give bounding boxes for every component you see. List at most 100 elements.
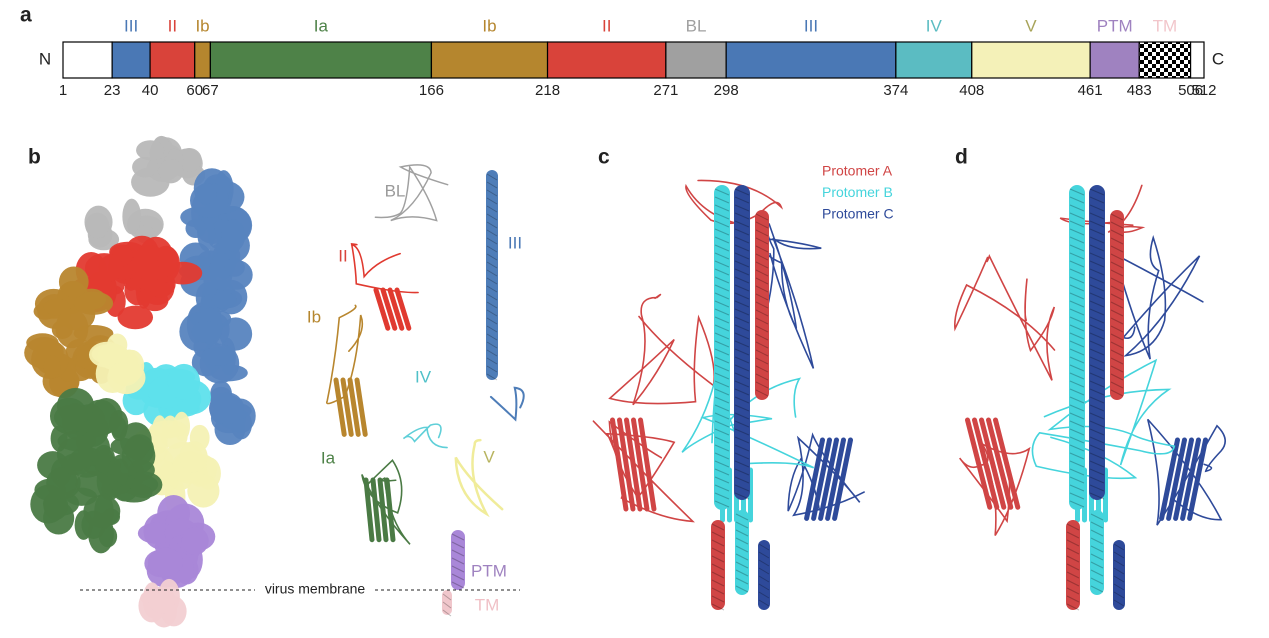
helix-turn bbox=[1090, 545, 1104, 553]
helix-turn bbox=[1089, 236, 1105, 244]
helix-turn bbox=[1113, 543, 1125, 551]
helix-turn bbox=[711, 555, 725, 563]
ribbon-loop bbox=[959, 441, 1031, 536]
helix-turn bbox=[758, 599, 770, 607]
helix-turn bbox=[755, 349, 769, 357]
helix-turn bbox=[755, 277, 769, 285]
helix-turn bbox=[1090, 521, 1104, 529]
helix-turn bbox=[714, 364, 730, 372]
helix-turn bbox=[714, 452, 730, 460]
helix-turn bbox=[486, 357, 498, 365]
helix-turn bbox=[755, 301, 769, 309]
helix-turn bbox=[711, 523, 725, 531]
helix-turn bbox=[1066, 563, 1080, 571]
helix-turn bbox=[714, 252, 730, 260]
helix-turn bbox=[1089, 492, 1105, 500]
ribbon-loop bbox=[1113, 234, 1204, 360]
helix-turn bbox=[758, 543, 770, 551]
helix-turn bbox=[1089, 212, 1105, 220]
helix-turn bbox=[1113, 583, 1125, 591]
helix-turn bbox=[1110, 261, 1124, 269]
helix-turn bbox=[714, 396, 730, 404]
beta-strand bbox=[804, 437, 825, 521]
helix-turn bbox=[1089, 356, 1105, 364]
helix-turn bbox=[734, 212, 750, 220]
helix-turn bbox=[734, 372, 750, 380]
helix-turn bbox=[1069, 484, 1085, 492]
domain-segment bbox=[209, 41, 433, 79]
beta-strand bbox=[1187, 437, 1208, 521]
surface-blob bbox=[191, 321, 222, 343]
beta-strand bbox=[986, 417, 1014, 510]
helix-turn bbox=[451, 557, 465, 565]
helix-turn bbox=[1089, 228, 1105, 236]
helix-turn bbox=[1090, 537, 1104, 545]
helix-turn bbox=[714, 196, 730, 204]
domain-segment bbox=[725, 41, 897, 79]
domain-label: PTM bbox=[471, 561, 507, 580]
helix-turn bbox=[1090, 561, 1104, 569]
domain-segment bbox=[971, 41, 1091, 79]
helix-turn bbox=[758, 551, 770, 559]
helix-turn bbox=[714, 188, 730, 196]
helix-turn bbox=[714, 324, 730, 332]
helix-turn bbox=[1089, 396, 1105, 404]
helix-turn bbox=[1069, 388, 1085, 396]
helix-turn bbox=[755, 389, 769, 397]
ribbon-loop bbox=[402, 423, 448, 449]
ribbon-loop bbox=[374, 164, 449, 222]
helix-turn bbox=[1110, 293, 1124, 301]
surface-blob bbox=[176, 147, 202, 173]
helix-turn bbox=[734, 204, 750, 212]
beta-strand bbox=[631, 417, 650, 512]
surface-blob bbox=[196, 182, 217, 205]
helix-turn bbox=[1089, 340, 1105, 348]
helix-turn bbox=[1069, 452, 1085, 460]
ribbon-loop bbox=[489, 386, 525, 422]
helix-turn bbox=[755, 229, 769, 237]
beta-strand bbox=[811, 437, 832, 521]
residue-number: 461 bbox=[1078, 82, 1103, 99]
helix-turn bbox=[1069, 436, 1085, 444]
beta-strand bbox=[818, 437, 839, 521]
helix-turn bbox=[486, 197, 498, 205]
helix-turn bbox=[1090, 553, 1104, 561]
surface-blob bbox=[43, 355, 61, 379]
beta-strand bbox=[354, 377, 368, 437]
helix-turn bbox=[1066, 555, 1080, 563]
residue-number: 40 bbox=[142, 82, 159, 99]
helix-turn bbox=[734, 252, 750, 260]
surface-blob bbox=[181, 526, 209, 555]
helix-turn bbox=[1066, 579, 1080, 587]
helix-turn bbox=[734, 460, 750, 468]
surface-blob bbox=[84, 253, 124, 283]
helix-turn bbox=[714, 204, 730, 212]
helix-turn bbox=[486, 213, 498, 221]
helix-turn bbox=[1069, 364, 1085, 372]
helix-turn bbox=[734, 476, 750, 484]
domain-label: V bbox=[1025, 16, 1037, 35]
helix-turn bbox=[1110, 221, 1124, 229]
helix-turn bbox=[451, 549, 465, 557]
helix-turn bbox=[1066, 539, 1080, 547]
panel-letter: c bbox=[598, 146, 610, 169]
helix-turn bbox=[451, 533, 465, 541]
helix-turn bbox=[1069, 268, 1085, 276]
helix-turn bbox=[1069, 492, 1085, 500]
helix-turn bbox=[486, 261, 498, 269]
panel-letter: a bbox=[20, 4, 32, 27]
helix-turn bbox=[734, 436, 750, 444]
helix-turn bbox=[714, 476, 730, 484]
helix-turn bbox=[1110, 325, 1124, 333]
domain-label: Ia bbox=[321, 448, 336, 467]
ribbon-loop bbox=[361, 459, 411, 545]
surface-blob bbox=[209, 392, 245, 425]
helix-turn bbox=[735, 529, 749, 537]
helix-turn bbox=[1069, 196, 1085, 204]
helix-turn bbox=[451, 565, 465, 573]
helix-turn bbox=[442, 609, 452, 617]
helix-turn bbox=[1069, 412, 1085, 420]
surface-blob bbox=[43, 298, 71, 316]
helix-turn bbox=[714, 348, 730, 356]
helix-turn bbox=[1110, 309, 1124, 317]
